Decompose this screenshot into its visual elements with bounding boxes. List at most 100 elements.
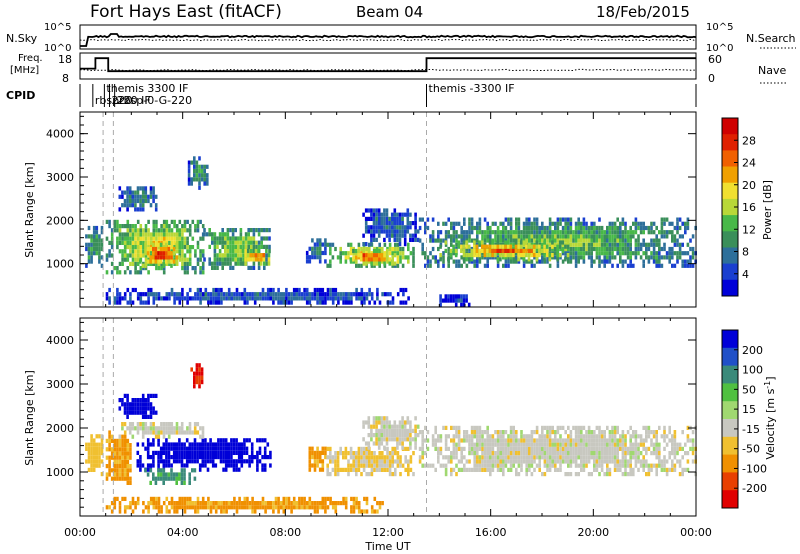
heatmap-cell	[535, 257, 539, 262]
heatmap-cell	[613, 451, 617, 456]
heatmap-cell	[473, 263, 476, 268]
heatmap-cell	[272, 287, 275, 293]
heatmap-cell	[629, 472, 632, 477]
heatmap-cell	[121, 398, 124, 403]
heatmap-cell	[200, 164, 204, 169]
heatmap-cell	[116, 476, 119, 481]
heatmap-cell	[300, 501, 304, 506]
heatmap-cell	[257, 232, 261, 237]
heatmap-cell	[489, 459, 492, 464]
heatmap-cell	[473, 463, 476, 468]
heatmap-cell	[100, 242, 104, 247]
heatmap-cell	[372, 441, 376, 446]
heatmap-cell	[517, 442, 521, 447]
heatmap-cell	[380, 216, 384, 221]
heatmap-cell	[364, 221, 368, 226]
heatmap-cell	[162, 257, 166, 262]
heatmap-cell	[421, 442, 424, 447]
power-gridlines	[102, 112, 427, 307]
heatmap-cell	[232, 442, 236, 447]
heatmap-cell	[185, 446, 189, 451]
heatmap-cell	[676, 459, 679, 464]
heatmap-cell	[157, 455, 160, 460]
heatmap-cell	[632, 434, 635, 439]
heatmap-cell	[347, 472, 350, 477]
heatmap-cell	[496, 230, 500, 235]
heatmap-cell	[175, 245, 179, 250]
heatmap-cell	[434, 438, 437, 443]
heatmap-cell	[543, 451, 547, 456]
heatmap-cell	[170, 236, 174, 241]
heatmap-cell	[450, 438, 453, 443]
heatmap-cell	[388, 463, 392, 468]
heatmap-cell	[324, 509, 327, 514]
heatmap-cell	[149, 480, 152, 485]
heatmap-cell	[329, 292, 332, 297]
heatmap-cell	[450, 242, 453, 247]
heatmap-cell	[551, 446, 554, 451]
heatmap-cell	[494, 221, 497, 226]
heatmap-cell	[263, 446, 267, 451]
heatmap-cell	[324, 259, 327, 264]
heatmap-cell	[126, 266, 130, 271]
heatmap-cell	[624, 467, 627, 472]
heatmap-cell	[409, 237, 412, 242]
heatmap-cell	[123, 459, 127, 464]
heatmap-cell	[494, 438, 497, 443]
heatmap-cell	[663, 455, 666, 460]
heatmap-cell	[414, 221, 417, 226]
heatmap-cell	[381, 292, 384, 297]
heatmap-cell	[598, 430, 601, 435]
heatmap-cell	[378, 455, 381, 460]
heatmap-cell	[178, 255, 181, 260]
heatmap-cell	[141, 434, 145, 439]
heatmap-cell	[154, 255, 158, 260]
heatmap-cell	[391, 459, 394, 464]
heatmap-cell	[561, 259, 565, 264]
heatmap-cell	[632, 467, 635, 472]
heatmap-cell	[167, 476, 171, 481]
heatmap-cell	[162, 446, 166, 451]
heatmap-cell	[355, 255, 358, 260]
heatmap-cell	[134, 501, 137, 506]
heatmap-cell	[370, 472, 374, 477]
heatmap-cell	[454, 294, 458, 299]
heatmap-cell	[313, 501, 317, 506]
heatmap-cell	[221, 253, 224, 258]
heatmap-cell	[593, 438, 596, 443]
heatmap-cell	[611, 459, 614, 464]
heatmap-cell	[499, 438, 502, 443]
heatmap-cell	[491, 451, 495, 456]
heatmap-cell	[554, 446, 557, 451]
heatmap-cell	[187, 173, 191, 178]
heatmap-cell	[467, 253, 471, 258]
heatmap-cell	[546, 451, 549, 456]
heatmap-cell	[634, 246, 638, 252]
heatmap-cell	[237, 446, 241, 451]
heatmap-cell	[478, 459, 482, 464]
heatmap-cell	[504, 455, 508, 460]
heatmap-cell	[606, 259, 609, 264]
heatmap-cell	[331, 296, 335, 301]
heatmap-cell	[347, 451, 350, 456]
heatmap-cell	[452, 438, 456, 443]
heatmap-cell	[321, 250, 325, 256]
heatmap-cell	[367, 257, 371, 262]
heatmap-cell	[468, 451, 471, 456]
heatmap-cell	[172, 476, 176, 481]
heatmap-cell	[642, 221, 645, 226]
heatmap-cell	[92, 459, 96, 464]
heatmap-cell	[611, 438, 614, 443]
heatmap-cell	[129, 261, 132, 266]
heatmap-cell	[642, 442, 645, 447]
colorbar-tick-label: 8	[742, 246, 749, 259]
heatmap-cell	[188, 296, 192, 301]
heatmap-cell	[321, 287, 325, 293]
heatmap-cell	[582, 217, 586, 222]
heatmap-cell	[409, 251, 413, 256]
heatmap-cell	[139, 300, 143, 305]
heatmap-cell	[378, 451, 381, 456]
heatmap-cell	[360, 296, 364, 301]
heatmap-cell	[367, 416, 371, 421]
heatmap-cell	[157, 251, 160, 256]
